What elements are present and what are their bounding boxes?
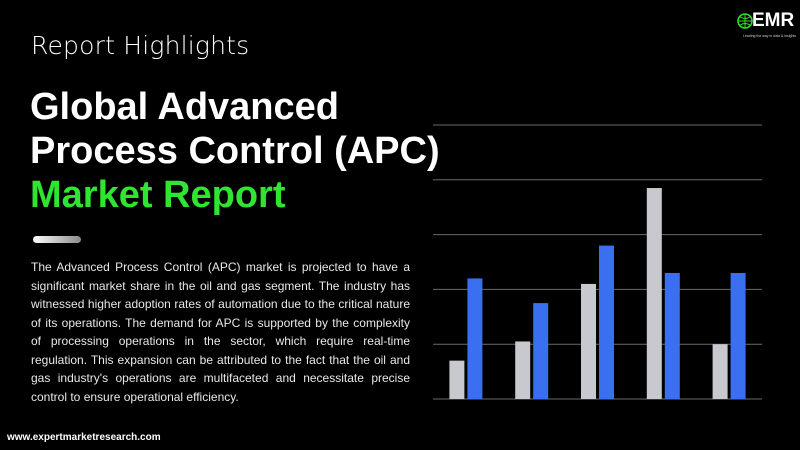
title-line-2: Process Control (APC) [30, 130, 440, 172]
title-line-1: Global Advanced [30, 86, 339, 128]
report-title: Global Advanced Process Control (APC) Ma… [30, 85, 470, 217]
divider-pill [33, 236, 81, 243]
bar-series-2-group-4 [664, 272, 680, 399]
emr-logo: EMR Leading the way in data & insights [737, 10, 797, 44]
logo-text: EMR [752, 10, 795, 31]
website-url[interactable]: www.expertmarketresearch.com [7, 432, 161, 443]
bar-series-1-group-2 [515, 341, 531, 399]
bar-series-1-group-1 [449, 360, 465, 399]
globe-icon [737, 13, 753, 29]
bar-series-2-group-2 [533, 303, 549, 399]
report-highlights-heading: Report Highlights [31, 31, 250, 60]
title-line-3: Market Report [30, 174, 286, 216]
bar-series-1-group-3 [581, 283, 596, 399]
bar-series-2-group-5 [730, 272, 746, 399]
logo-tagline: Leading the way in data & insights [743, 34, 797, 38]
bar-series-2-group-3 [599, 245, 614, 399]
bar-series-2-group-1 [467, 278, 483, 399]
report-description: The Advanced Process Control (APC) marke… [31, 260, 410, 404]
bar-series-1-group-4 [646, 188, 662, 399]
bar-series-1-group-5 [712, 344, 728, 399]
